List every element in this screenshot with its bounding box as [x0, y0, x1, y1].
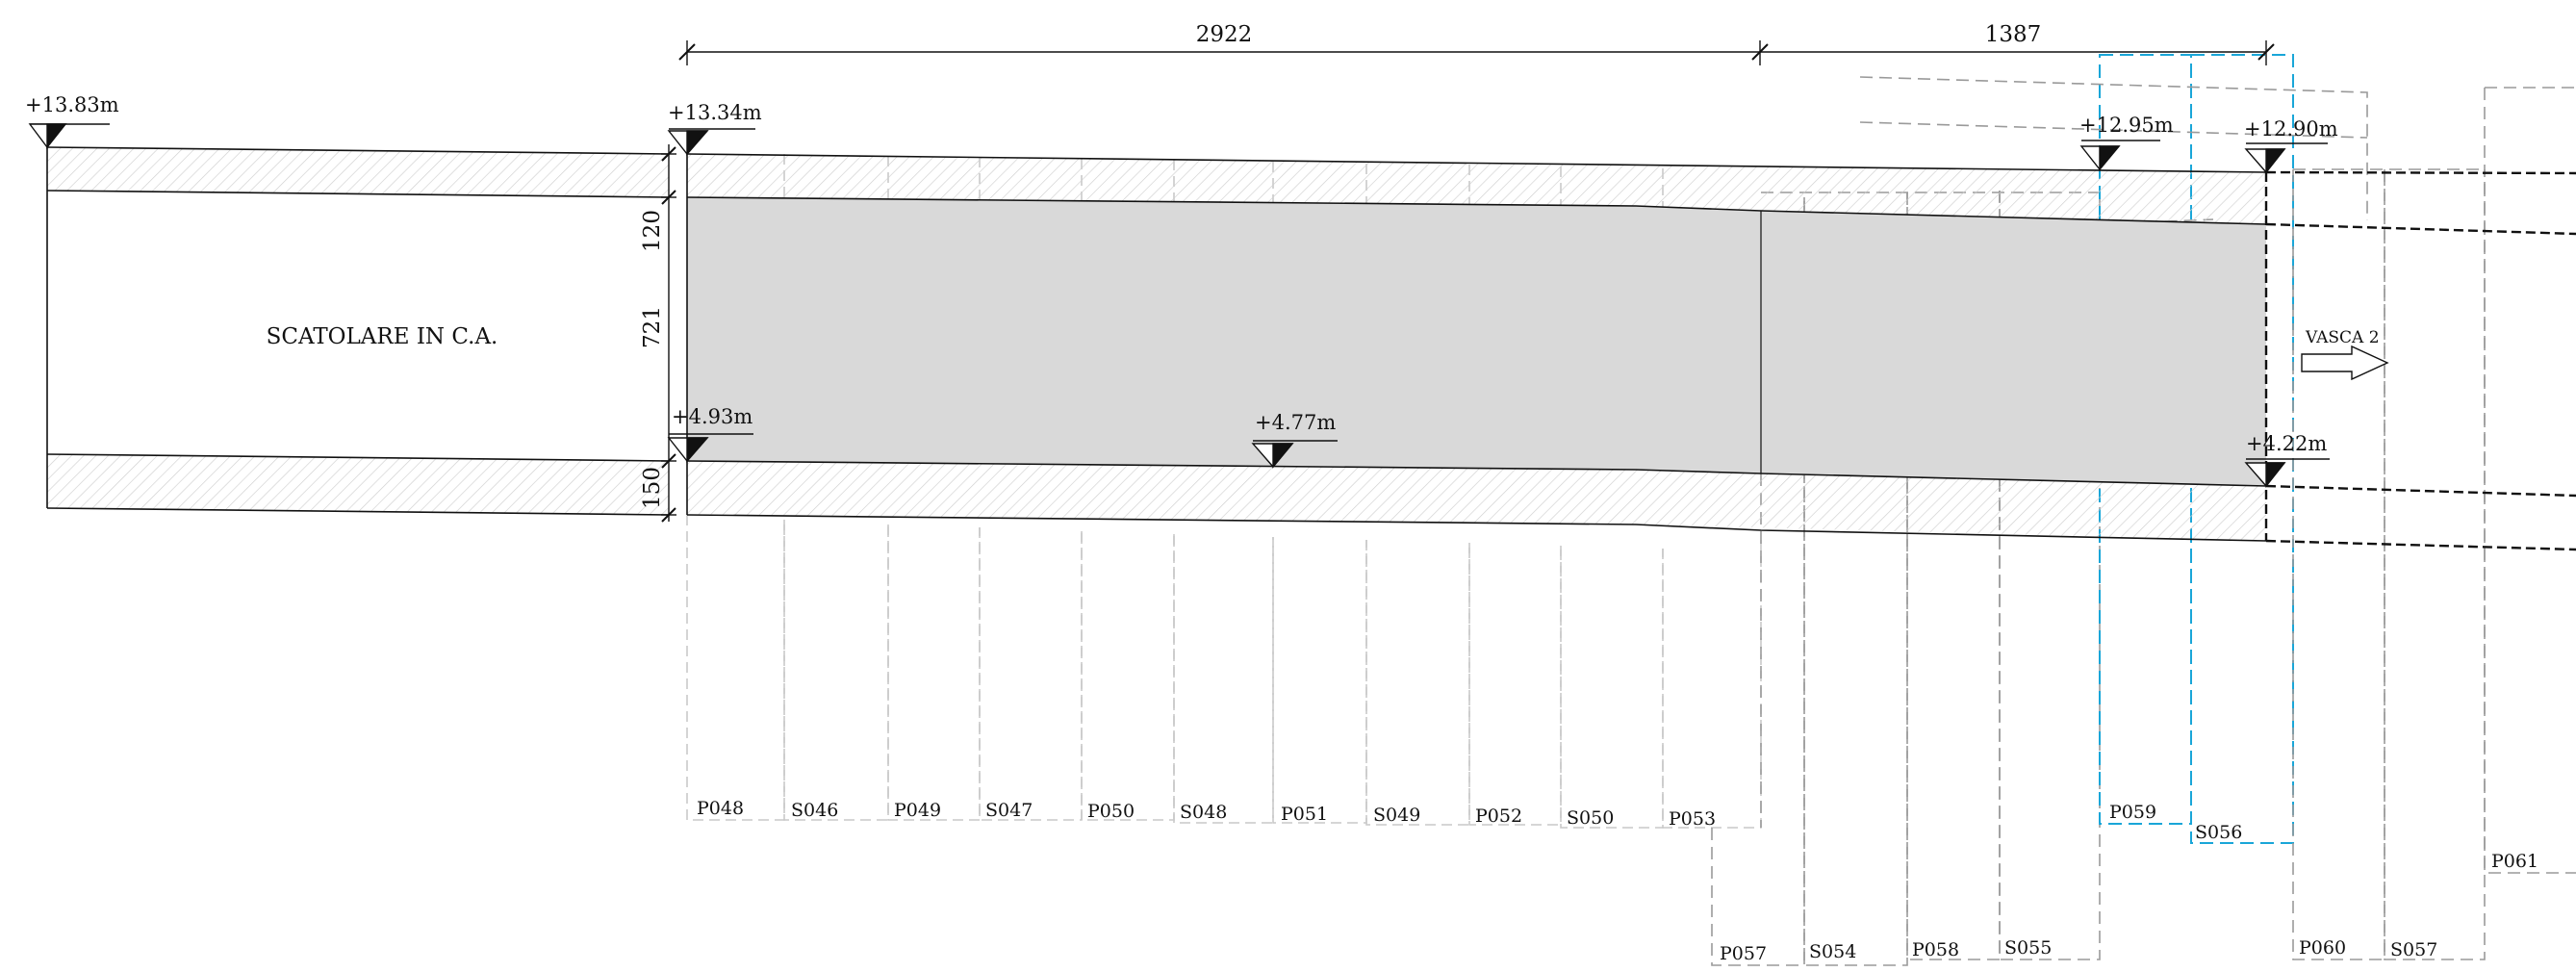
- column-outlines: [686, 54, 2576, 966]
- column-label-p050: P050: [1087, 801, 1135, 822]
- dimension-top-right: 1387: [1985, 22, 2042, 47]
- column-label-s056: S056: [2195, 822, 2242, 843]
- elevation-label-middle-bottom: +4.77m: [1255, 411, 1336, 434]
- column-outline-p048: [686, 515, 785, 821]
- elevation-marker-left-bottom: [667, 433, 753, 463]
- column-outline-s057: [2384, 169, 2486, 960]
- column-label-s050: S050: [1567, 807, 1614, 829]
- main-section: [686, 153, 2576, 551]
- column-label-s054: S054: [1809, 941, 1856, 962]
- column-label-p060: P060: [2299, 937, 2346, 959]
- elevation-marker-middle-bottom: [1251, 440, 1338, 469]
- box-section: [46, 146, 670, 516]
- elevation-label-left-bottom: +4.93m: [672, 405, 752, 428]
- column-outline-p050: [1081, 531, 1175, 821]
- column-label-p052: P052: [1475, 806, 1522, 827]
- elevation-marker-right-top-2: [2244, 142, 2328, 175]
- column-label-s057: S057: [2390, 939, 2437, 960]
- column-label-s046: S046: [791, 800, 838, 821]
- column-label-s055: S055: [2004, 937, 2052, 959]
- elevation-label-right-bottom: +4.22m: [2246, 432, 2327, 455]
- column-outline-s047: [979, 527, 1083, 821]
- column-outline-p052: [1468, 543, 1562, 826]
- column-outline-p058: [1906, 191, 2001, 960]
- column-outline-s049: [1365, 540, 1470, 826]
- elevation-label-right-top-2: +12.90m: [2244, 117, 2338, 141]
- column-label-p053: P053: [1669, 808, 1716, 830]
- column-outline-p053: [1662, 535, 1762, 829]
- column-outline-p049: [887, 524, 981, 821]
- vasca-label: VASCA 2: [2305, 328, 2380, 347]
- dimension-top-left: 2922: [1196, 22, 1253, 47]
- elevation-marker-far-left-top: [28, 123, 110, 150]
- column-label-s049: S049: [1373, 805, 1420, 826]
- column-label-p059: P059: [2109, 802, 2156, 823]
- elevation-label-far-left-top: +13.83m: [25, 93, 119, 116]
- column-outline-p061: [2484, 87, 2576, 874]
- column-label-p051: P051: [1281, 804, 1328, 825]
- flow-arrow: [2301, 345, 2389, 381]
- elevation-marker-right-bottom: [2244, 458, 2330, 489]
- column-label-p048: P048: [697, 798, 744, 819]
- dimension-lines: [661, 40, 2275, 523]
- column-label-p049: P049: [894, 800, 941, 821]
- elevation-markers: [28, 123, 2330, 489]
- column-outline-p060: [2292, 169, 2385, 960]
- column-outline-p051: [1272, 537, 1367, 824]
- elevation-marker-right-top-1: [2079, 140, 2160, 171]
- dimension-vertical-middle: 721: [640, 306, 665, 348]
- elevation-label-right-top-1: +12.95m: [2079, 114, 2174, 137]
- column-outline-p057: [1711, 197, 1805, 966]
- column-outline-s046: [783, 520, 889, 821]
- elevation-marker-left-top: [667, 128, 755, 156]
- elevation-label-left-top: +13.34m: [668, 101, 762, 124]
- column-labels: P048 S046 P049 S047 P050 S048 P051 S049 …: [697, 798, 2538, 964]
- column-outline-s048: [1173, 534, 1274, 824]
- column-outline-s050: [1560, 546, 1664, 829]
- dimension-vertical-top: 120: [640, 210, 665, 252]
- column-label-p061: P061: [2491, 851, 2538, 872]
- box-section-label: SCATOLARE IN C.A.: [267, 324, 498, 349]
- column-label-s047: S047: [985, 800, 1033, 821]
- column-label-p057: P057: [1720, 943, 1767, 964]
- column-label-s048: S048: [1180, 802, 1227, 823]
- column-label-p058: P058: [1912, 939, 1959, 960]
- dimension-vertical-bottom: 150: [640, 467, 665, 509]
